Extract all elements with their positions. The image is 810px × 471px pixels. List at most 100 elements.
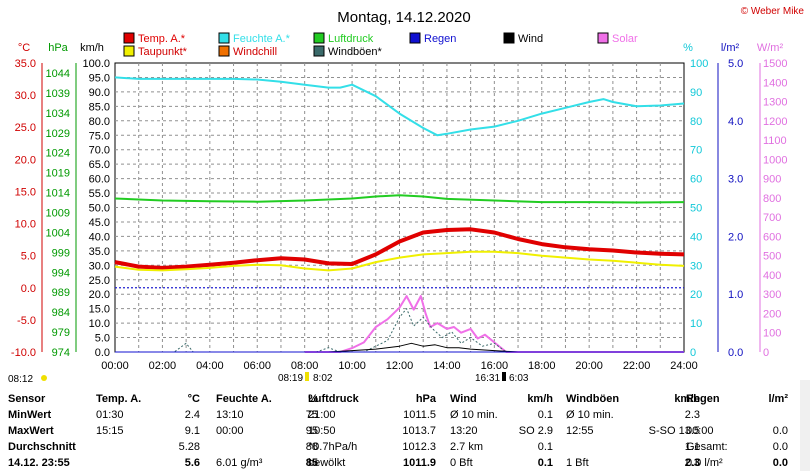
day-end-marker-2: 6:03 [509, 373, 529, 384]
y-tick-label-wind: 65.0 [89, 159, 110, 171]
y-tick-label-humidity: 10 [690, 318, 702, 330]
y-tick-label-temp: 10.0 [15, 219, 36, 231]
stats-cell: 5.28 [178, 441, 200, 453]
y-tick-label-pressure: 1014 [46, 188, 70, 200]
y-tick-label-humidity: 30 [690, 260, 702, 272]
legend-label: Temp. A.* [138, 33, 186, 45]
y-tick-label-wind: 10.0 [89, 318, 110, 330]
y-tick-label-pressure: 1004 [46, 227, 70, 239]
y-tick-label-wind: 40.0 [89, 231, 110, 243]
stats-cell: km/h [674, 393, 700, 405]
y-tick-label-wind: 100.0 [82, 58, 110, 70]
stats-cell: SO 2.9 [518, 425, 553, 437]
x-tick-label: 02:00 [149, 360, 177, 372]
y-tick-label-solar: 1000 [763, 154, 787, 166]
y-tick-label-solar: 800 [763, 193, 781, 205]
y-tick-label-pressure: 989 [52, 287, 70, 299]
legend-swatch [218, 45, 230, 57]
stats-cell: 75 [305, 409, 318, 421]
legend-swatch [597, 32, 609, 44]
x-tick-label: 24:00 [670, 360, 698, 372]
y-tick-label-solar: 200 [763, 308, 781, 320]
stats-cell: 2.3 [684, 409, 700, 421]
stats-cell: Durchschnitt [8, 441, 76, 453]
y-tick-label-rain: 0.0 [728, 347, 743, 359]
axis-heading-temp: °C [18, 42, 30, 54]
series-line-solar [304, 295, 684, 353]
y-tick-label-solar: 1100 [763, 135, 787, 147]
y-tick-label-rain: 5.0 [728, 58, 743, 70]
stats-row-maxwert: MaxWert 15:15 9.1 00:00 95 10:50 1013.7 13:20 SO… [0, 423, 800, 439]
y-tick-label-temp: 15.0 [15, 186, 36, 198]
sunrise-icon [41, 375, 47, 381]
legend-swatch [503, 32, 515, 44]
y-tick-label-pressure: 994 [52, 267, 70, 279]
side-scroll-strip[interactable] [800, 380, 810, 471]
axis-heading-solar: W/m² [757, 42, 784, 54]
stats-cell: 1013.7 [402, 425, 436, 437]
stats-cell: Ø 10 min. [566, 409, 614, 421]
series-line-feuchtea [114, 76, 685, 137]
series-line-luftdruck [114, 194, 685, 204]
legend-swatch [313, 32, 325, 44]
axis-heading-wind: km/h [80, 42, 104, 54]
y-tick-label-solar: 1200 [763, 116, 787, 128]
day-end-marker: 16:31 [475, 373, 500, 384]
y-tick-label-pressure: 979 [52, 327, 70, 339]
y-tick-label-wind: 50.0 [89, 203, 110, 215]
stats-row-minwert: MinWert 01:30 2.4 13:10 75 21:00 1011.5 Ø 10 mi… [0, 407, 800, 423]
stats-cell: 12:55 [566, 425, 594, 437]
y-tick-label-wind: 70.0 [89, 145, 110, 157]
x-tick-label: 16:00 [481, 360, 509, 372]
y-tick-label-temp: -5.0 [17, 315, 36, 327]
y-tick-label-wind: 25.0 [89, 275, 110, 287]
stats-cell: 1012.3 [402, 441, 436, 453]
stats-cell: Ø 10 min. [450, 409, 498, 421]
y-tick-label-solar: 100 [763, 328, 781, 340]
y-tick-label-pressure: 999 [52, 247, 70, 259]
y-tick-label-wind: 45.0 [89, 217, 110, 229]
stats-cell: 1.1 [684, 441, 700, 453]
stats-cell: Gesamt: [686, 441, 728, 453]
y-tick-label-humidity: 0 [690, 347, 696, 359]
stats-cell: Wind [450, 393, 477, 405]
y-tick-label-rain: 3.0 [728, 174, 743, 186]
stats-row-durchschnitt: Durchschnitt 5.28 88 ^0.7hPa/h 1012.3 2.7 km 0… [0, 439, 800, 455]
stats-cell: Regen [686, 393, 720, 405]
y-tick-label-rain: 4.0 [728, 116, 743, 128]
stats-cell: km/h [527, 393, 553, 405]
y-tick-label-wind: 60.0 [89, 174, 110, 186]
axis-heading-pressure: hPa [48, 42, 68, 54]
series-line-wind [115, 342, 684, 353]
x-tick-label: 10:00 [338, 360, 366, 372]
legend-label: Windchill [233, 46, 277, 58]
stats-cell: l/m² [768, 393, 788, 405]
y-tick-label-humidity: 90 [690, 87, 702, 99]
stats-cell: 0.1 [537, 457, 553, 469]
stats-cell: 13:20 [450, 425, 478, 437]
statistics-table: Sensor Temp. A. °C Feuchte A.% Luftdruck hPa W… [0, 389, 800, 471]
x-tick-label: 06:00 [243, 360, 271, 372]
chart-grid [114, 62, 685, 353]
stats-cell: 13:10 [216, 409, 244, 421]
y-tick-label-wind: 85.0 [89, 101, 110, 113]
y-tick-label-humidity: 70 [690, 145, 702, 157]
y-tick-label-wind: 90.0 [89, 87, 110, 99]
stats-row-current: 14.12. 23:55 5.6 6.01 g/m³ 85 bewölkt 1011.9 0… [0, 455, 800, 471]
y-tick-label-wind: 20.0 [89, 289, 110, 301]
copyright-note: © Weber Mike [741, 6, 805, 17]
stats-cell: 1011.9 [402, 457, 436, 469]
day-start-marker-2: 8:02 [313, 373, 333, 384]
y-tick-label-humidity: 60 [690, 174, 702, 186]
y-tick-label-pressure: 1029 [46, 128, 70, 140]
y-tick-label-solar: 900 [763, 174, 781, 186]
stats-cell: MinWert [8, 409, 52, 421]
legend-label: Windböen* [328, 46, 383, 58]
y-tick-label-humidity: 40 [690, 231, 702, 243]
legend-label: Wind [518, 33, 543, 45]
y-tick-label-wind: 0.0 [95, 347, 110, 359]
stats-cell: 0.0 l/m² [686, 457, 723, 469]
stats-cell: % [308, 393, 318, 405]
sunrise-time-label: 08:12 [8, 374, 33, 385]
y-tick-label-solar: 0 [763, 347, 769, 359]
